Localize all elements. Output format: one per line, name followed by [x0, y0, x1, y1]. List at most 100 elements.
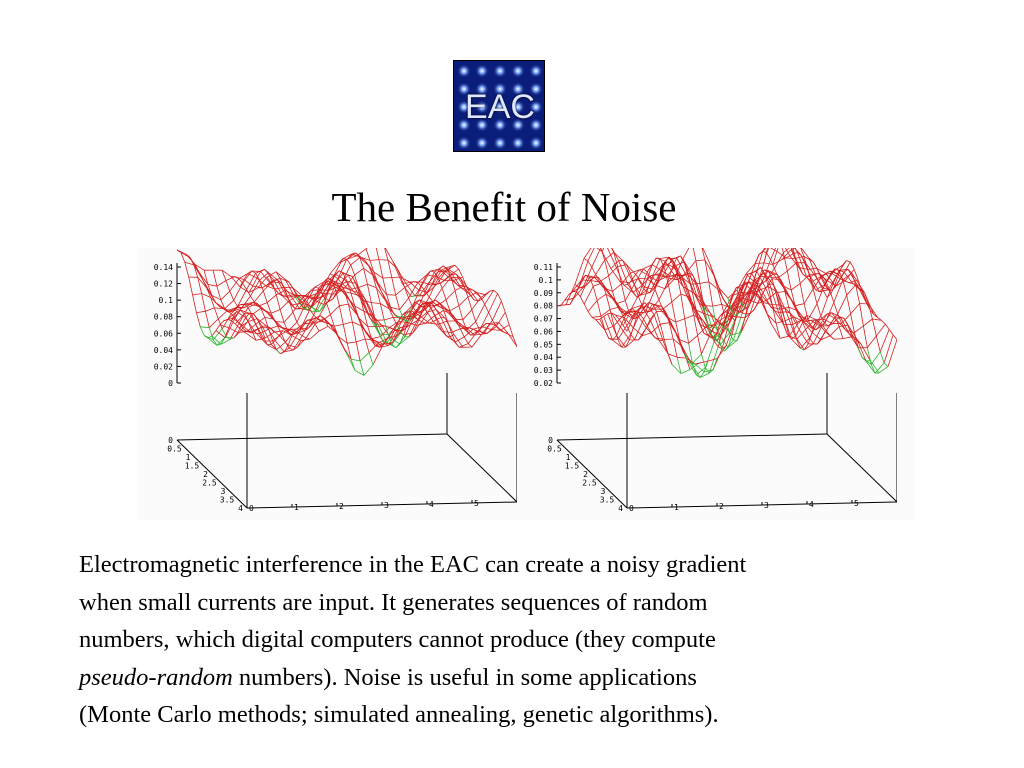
mesh-line [646, 275, 652, 280]
mesh-line [298, 303, 304, 309]
mesh-line [818, 313, 828, 322]
mesh-line [842, 336, 853, 339]
mesh-line [353, 306, 358, 316]
mesh-line [824, 323, 829, 327]
mesh-line [595, 318, 600, 321]
mesh-line [251, 331, 257, 341]
mesh-line [600, 309, 611, 317]
mesh-line [830, 272, 841, 280]
mesh-line [342, 324, 348, 344]
mesh-line [390, 307, 395, 315]
mesh-line [237, 305, 242, 309]
mesh-line [437, 269, 443, 273]
mesh-line [652, 264, 662, 271]
mesh-line [342, 258, 347, 260]
mesh-line [227, 319, 232, 322]
mesh-line [619, 281, 625, 286]
mesh-line [623, 284, 628, 286]
mesh-line [337, 286, 343, 292]
y-axis [176, 439, 248, 509]
mesh-line [667, 353, 678, 358]
mesh-line [250, 330, 255, 333]
mesh-line [870, 364, 876, 374]
mesh-line [454, 341, 460, 348]
mesh-line [256, 271, 262, 279]
mesh-line [194, 264, 200, 273]
mesh-line [430, 270, 435, 273]
mesh-line [688, 274, 698, 286]
mesh-line [614, 260, 620, 265]
mesh-line [874, 362, 885, 374]
mesh-line [261, 308, 267, 312]
mesh-line [330, 305, 340, 315]
mesh-line [745, 263, 756, 275]
mesh-line [836, 280, 846, 287]
mesh-line [441, 288, 447, 300]
mesh-line [355, 341, 361, 362]
mesh-line [628, 282, 634, 293]
mesh-line [211, 295, 221, 301]
mesh-line [444, 308, 455, 320]
mesh-line [701, 353, 706, 368]
mesh-line [689, 272, 694, 277]
logo-dot [529, 136, 543, 150]
mesh-line [232, 311, 237, 319]
mesh-line [753, 292, 764, 303]
mesh-line [412, 325, 417, 334]
mesh-line [680, 293, 690, 298]
mesh-line [427, 284, 438, 293]
mesh-line [444, 308, 449, 312]
mesh-line [778, 270, 788, 278]
mesh-line [628, 312, 634, 319]
mesh-line [679, 339, 689, 344]
mesh-line [804, 343, 814, 351]
mesh-line [419, 282, 430, 296]
mesh-line [761, 287, 767, 296]
mesh-line [658, 299, 664, 310]
mesh-line [820, 331, 826, 340]
mesh-line [243, 273, 249, 280]
mesh-line [386, 294, 391, 308]
mesh-line [333, 283, 339, 288]
mesh-line [685, 284, 691, 298]
mesh-line [333, 325, 339, 337]
mesh-line [346, 281, 352, 294]
mesh-line [262, 290, 268, 303]
mesh-line [291, 304, 296, 310]
mesh-line [378, 259, 384, 279]
mesh-line [396, 325, 402, 333]
mesh-line [201, 293, 211, 298]
mesh-line [736, 332, 742, 341]
mesh-line [752, 287, 757, 299]
mesh-line [306, 337, 311, 340]
mesh-line [441, 317, 446, 319]
mesh-line [314, 323, 320, 332]
mesh-line [790, 289, 796, 306]
mesh-line [854, 332, 859, 348]
mesh-line [881, 320, 886, 325]
mesh-line [556, 304, 561, 307]
mesh-line [413, 281, 418, 284]
mesh-line [323, 318, 329, 327]
mesh-line [328, 298, 333, 301]
mesh-line [717, 315, 728, 322]
logo-dot [511, 136, 525, 150]
mesh-line [358, 317, 363, 328]
mesh-line [789, 312, 800, 330]
mesh-line [445, 290, 456, 301]
mesh-line [744, 306, 749, 309]
mesh-line [590, 276, 595, 281]
mesh-line [487, 329, 492, 334]
mesh-line [663, 260, 674, 268]
mesh-line [467, 292, 478, 298]
mesh-line [392, 261, 403, 284]
mesh-line [379, 303, 385, 321]
mesh-line [446, 335, 451, 337]
mesh-line [363, 310, 373, 317]
mesh-line [367, 283, 377, 289]
mesh-line [815, 284, 825, 291]
body-line-3: numbers, which digital computers cannot … [79, 626, 716, 653]
mesh-line [614, 314, 620, 320]
mesh-line [747, 287, 752, 296]
mesh-line [354, 267, 364, 276]
